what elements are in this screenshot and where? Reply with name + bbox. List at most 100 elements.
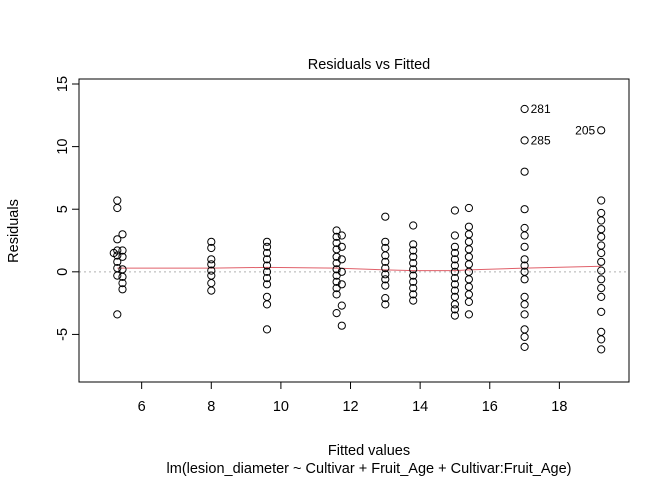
y-tick-label: 10 [55, 139, 71, 155]
data-point [450, 286, 459, 295]
point-label: 281 [531, 102, 551, 116]
data-point [409, 271, 418, 280]
x-axis-label: Fitted values [328, 443, 410, 459]
data-point [332, 309, 341, 318]
data-point [520, 300, 529, 309]
data-point [450, 305, 459, 314]
data-point [520, 332, 529, 341]
data-point [337, 267, 346, 276]
data-point [464, 282, 473, 291]
data-point [597, 292, 606, 301]
data-point [332, 252, 341, 261]
data-point [520, 231, 529, 240]
data-point [409, 246, 418, 255]
data-point [409, 265, 418, 274]
data-point [597, 335, 606, 344]
smoother-line [117, 265, 602, 272]
x-tick-label: 8 [207, 399, 215, 415]
data-point [450, 261, 459, 270]
data-point [520, 342, 529, 351]
x-tick-label: 6 [138, 399, 146, 415]
data-point [597, 126, 606, 135]
data-point [450, 206, 459, 215]
y-axis-label: Residuals [6, 199, 22, 263]
y-tick-label: 0 [55, 268, 71, 276]
data-point [597, 266, 606, 275]
data-point [118, 285, 127, 294]
data-point [332, 259, 341, 268]
data-point [381, 212, 390, 221]
data-point [520, 325, 529, 334]
data-point [597, 216, 606, 225]
data-point [597, 327, 606, 336]
data-point [450, 274, 459, 283]
data-point [207, 260, 216, 269]
data-point [109, 248, 118, 258]
data-point [118, 272, 127, 281]
data-point [207, 243, 216, 253]
data-point [409, 240, 418, 249]
data-point [113, 271, 122, 280]
data-point [337, 242, 346, 251]
data-point [381, 264, 390, 273]
data-point [381, 270, 390, 279]
data-point [262, 267, 272, 276]
data-point [520, 310, 529, 319]
data-point [262, 242, 272, 251]
x-tick-label: 16 [482, 399, 498, 415]
data-point [520, 275, 529, 284]
data-point [597, 275, 606, 284]
data-point [464, 237, 473, 246]
data-point [464, 222, 473, 231]
data-point [597, 307, 606, 316]
data-point [450, 267, 459, 276]
data-point [113, 196, 122, 205]
data-point [381, 294, 390, 303]
data-point [520, 167, 529, 176]
data-point [409, 296, 418, 305]
data-point [337, 280, 346, 289]
data-point [450, 300, 459, 309]
data-point [450, 311, 459, 320]
data-point [207, 255, 216, 264]
data-point [207, 286, 216, 295]
data-point [520, 292, 529, 301]
data-point [381, 251, 390, 260]
data-point [597, 241, 606, 250]
data-point [332, 232, 341, 241]
data-point [450, 242, 459, 251]
data-point [464, 297, 473, 306]
data-point [409, 252, 418, 261]
point-label: 285 [531, 133, 551, 147]
data-point [520, 223, 529, 233]
point-label: 205 [575, 123, 595, 137]
data-point [113, 257, 122, 266]
data-point [113, 310, 122, 319]
data-point [118, 252, 127, 261]
data-point [520, 205, 529, 214]
data-point [337, 255, 346, 264]
data-point [464, 260, 473, 269]
data-point [332, 290, 341, 299]
y-tick-label: 15 [55, 76, 71, 92]
data-point [381, 257, 390, 266]
chart-subtitle: lm(lesion_diameter ~ Cultivar + Fruit_Ag… [167, 461, 572, 477]
data-point [262, 274, 272, 283]
data-point [597, 284, 606, 293]
data-point [464, 290, 473, 299]
data-point [337, 231, 346, 240]
data-point [262, 261, 272, 270]
data-point [520, 136, 529, 145]
x-tick-label: 10 [273, 399, 289, 415]
data-point [262, 292, 272, 301]
x-tick-label: 18 [551, 399, 567, 415]
data-point [207, 279, 216, 288]
data-point [332, 238, 341, 248]
data-point [118, 246, 127, 255]
chart-title: Residuals vs Fitted [308, 57, 431, 73]
data-point [597, 345, 606, 354]
data-point [450, 255, 459, 264]
data-point [332, 284, 341, 293]
data-point [597, 248, 606, 258]
data-point [520, 255, 529, 264]
